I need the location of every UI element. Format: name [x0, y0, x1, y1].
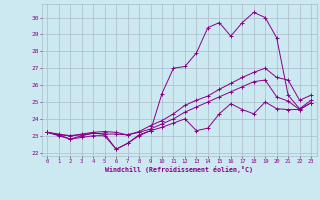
- X-axis label: Windchill (Refroidissement éolien,°C): Windchill (Refroidissement éolien,°C): [105, 166, 253, 173]
